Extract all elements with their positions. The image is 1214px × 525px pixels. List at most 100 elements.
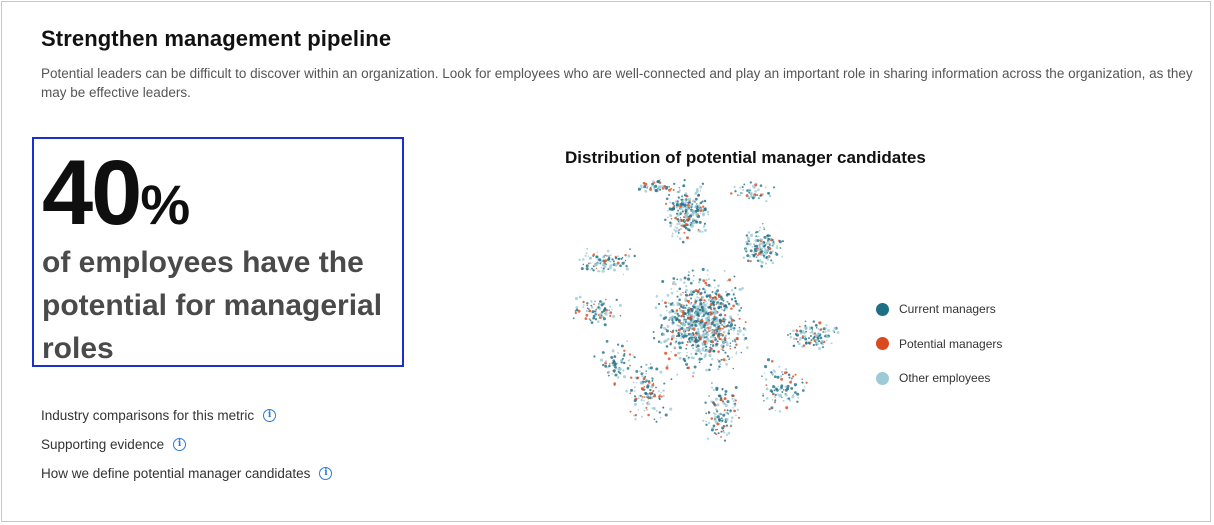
- network-node: [604, 360, 608, 363]
- network-node: [696, 330, 700, 334]
- network-node: [686, 314, 689, 317]
- network-node: [660, 391, 662, 394]
- network-node: [731, 356, 733, 358]
- network-node: [599, 300, 602, 303]
- network-node: [795, 329, 798, 331]
- network-node: [604, 259, 608, 263]
- network-node: [817, 340, 821, 343]
- network-node: [716, 410, 719, 413]
- network-node: [609, 260, 612, 263]
- network-node: [674, 311, 677, 315]
- network-node: [698, 298, 702, 302]
- network-node: [641, 415, 644, 418]
- info-icon[interactable]: i: [173, 438, 187, 451]
- metric-highlight[interactable]: 40% of employees have the potential for …: [32, 137, 404, 367]
- network-node: [723, 322, 726, 325]
- legend-label: Current managers: [899, 302, 996, 317]
- link-industry-comparisons[interactable]: Industry comparisons for this metric i: [41, 401, 332, 430]
- network-node: [720, 348, 722, 350]
- network-node: [726, 418, 729, 421]
- network-node: [683, 276, 687, 280]
- network-node: [760, 265, 764, 268]
- network-node: [618, 303, 622, 307]
- network-node: [706, 324, 709, 326]
- network-node: [586, 304, 588, 307]
- network-node: [667, 193, 671, 196]
- network-node: [657, 390, 660, 393]
- network-node: [616, 255, 619, 258]
- network-node: [727, 292, 731, 296]
- network-node: [718, 418, 722, 422]
- network-node: [763, 228, 765, 230]
- network-node: [772, 186, 776, 189]
- network-node: [708, 368, 711, 372]
- network-node: [733, 292, 735, 294]
- network-node: [746, 346, 749, 349]
- network-node: [644, 189, 648, 193]
- network-node: [822, 327, 826, 331]
- info-icon[interactable]: i: [319, 467, 333, 480]
- network-node: [653, 394, 657, 398]
- network-node: [693, 316, 696, 319]
- network-node: [799, 336, 803, 340]
- network-node: [685, 327, 690, 331]
- network-node: [712, 298, 716, 301]
- network-node: [695, 219, 698, 221]
- network-node: [741, 287, 744, 290]
- network-node: [681, 210, 684, 213]
- network-node: [677, 351, 680, 355]
- network-node: [717, 332, 721, 336]
- link-definition[interactable]: How we define potential manager candidat…: [41, 459, 333, 488]
- network-node: [627, 359, 630, 362]
- network-node: [789, 335, 793, 339]
- network-node: [667, 209, 669, 212]
- network-node: [686, 340, 689, 343]
- network-node: [627, 254, 631, 258]
- network-node: [666, 293, 670, 297]
- network-node: [672, 317, 676, 321]
- network-node: [735, 302, 738, 305]
- network-node: [679, 331, 682, 335]
- network-node: [614, 365, 617, 369]
- network-node: [683, 323, 687, 327]
- network-node: [755, 235, 758, 238]
- network-node: [675, 329, 678, 332]
- network-node: [678, 346, 682, 350]
- network-node: [774, 409, 777, 412]
- network-node: [758, 197, 760, 199]
- network-node: [754, 254, 756, 256]
- network-node: [715, 388, 719, 391]
- legend-swatch: [876, 371, 889, 385]
- network-node: [610, 356, 614, 359]
- network-node: [772, 243, 775, 246]
- network-node: [694, 324, 697, 327]
- network-node: [682, 334, 686, 338]
- link-supporting-evidence[interactable]: Supporting evidence i: [41, 430, 332, 459]
- network-node: [707, 283, 711, 287]
- network-node: [679, 351, 682, 354]
- network-node: [580, 267, 584, 271]
- network-node: [574, 310, 577, 312]
- info-icon[interactable]: i: [263, 409, 277, 422]
- network-node: [701, 309, 705, 313]
- network-node: [642, 372, 645, 374]
- network-node: [715, 330, 719, 333]
- network-node: [693, 306, 696, 309]
- network-node: [742, 256, 745, 259]
- network-node: [690, 352, 693, 355]
- network-node: [770, 259, 773, 262]
- network-node: [625, 267, 629, 271]
- network-node: [766, 252, 769, 254]
- network-node: [674, 226, 677, 228]
- network-node: [712, 311, 715, 314]
- network-node: [602, 267, 605, 270]
- network-node: [694, 352, 698, 356]
- network-node: [686, 308, 690, 312]
- network-node: [671, 202, 675, 205]
- network-node: [734, 346, 737, 349]
- network-node: [674, 229, 678, 233]
- network-node: [804, 335, 807, 338]
- network-node: [759, 184, 763, 187]
- network-node: [602, 263, 606, 267]
- network-node: [710, 285, 712, 288]
